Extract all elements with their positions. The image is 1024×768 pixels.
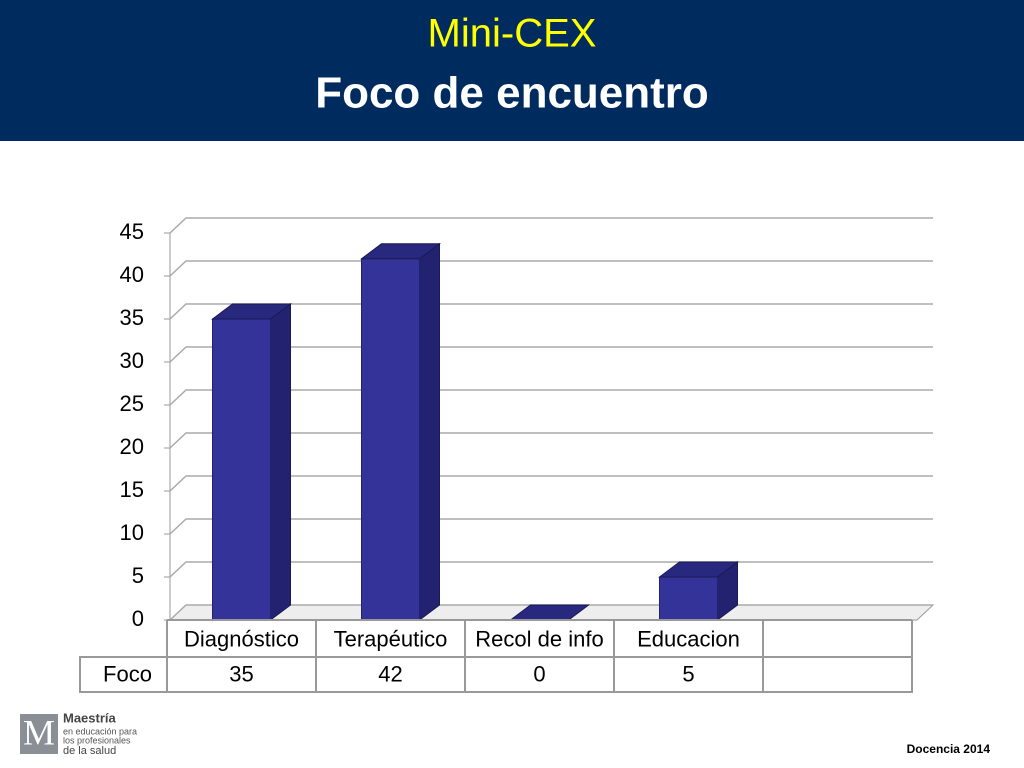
logo-name: Maestría xyxy=(63,710,117,725)
grid-line xyxy=(169,217,933,234)
bar xyxy=(361,258,420,621)
y-tick-label: 15 xyxy=(120,477,144,502)
grid-line xyxy=(169,475,933,492)
table-row xyxy=(79,656,913,693)
x-tick-label: Diagnóstico xyxy=(184,626,299,651)
bar-top xyxy=(211,303,292,320)
table-value: 42 xyxy=(378,661,402,686)
table-value: 35 xyxy=(229,661,253,686)
logo-line: en educación para xyxy=(63,726,137,736)
bar-side xyxy=(419,242,440,621)
y-tick-label: 30 xyxy=(120,348,144,373)
table-value: 0 xyxy=(533,661,545,686)
x-tick-label: Recol de info xyxy=(475,626,603,651)
slide-subtitle: Foco de encuentro xyxy=(315,69,709,118)
logo-line: de la salud xyxy=(63,745,116,757)
legend-label: Foco xyxy=(103,661,152,686)
bar xyxy=(212,318,271,621)
footer: Docencia 2014 xyxy=(907,742,991,756)
grid-line xyxy=(169,260,933,277)
slide-title: Mini-CEX xyxy=(428,12,597,56)
logo-line: los profesionales xyxy=(63,735,131,745)
bar-top xyxy=(658,561,739,578)
grid-line xyxy=(169,346,933,363)
table-value: 5 xyxy=(682,661,694,686)
grid-line xyxy=(169,518,933,535)
y-tick-label: 35 xyxy=(120,305,144,330)
y-tick-label: 0 xyxy=(132,606,144,631)
bar-top xyxy=(359,243,442,260)
logo: M Maestría en educación para los profesi… xyxy=(20,710,137,757)
y-tick-label: 10 xyxy=(120,520,144,545)
y-tick-label: 5 xyxy=(132,563,144,588)
x-tick-label: Terapéutico xyxy=(334,626,448,651)
y-tick-label: 45 xyxy=(120,219,144,244)
bar xyxy=(659,576,718,621)
y-tick-label: 25 xyxy=(120,391,144,416)
grid-line xyxy=(169,303,933,320)
grid-line xyxy=(169,389,933,406)
bar-side xyxy=(270,303,291,621)
y-tick-label: 20 xyxy=(120,434,144,459)
x-tick-label: Educacion xyxy=(637,626,740,651)
y-tick-label: 40 xyxy=(120,262,144,287)
grid-line xyxy=(169,432,933,449)
logo-letter: M xyxy=(23,712,55,752)
logo-mark xyxy=(20,714,58,754)
header-band xyxy=(0,0,1024,141)
